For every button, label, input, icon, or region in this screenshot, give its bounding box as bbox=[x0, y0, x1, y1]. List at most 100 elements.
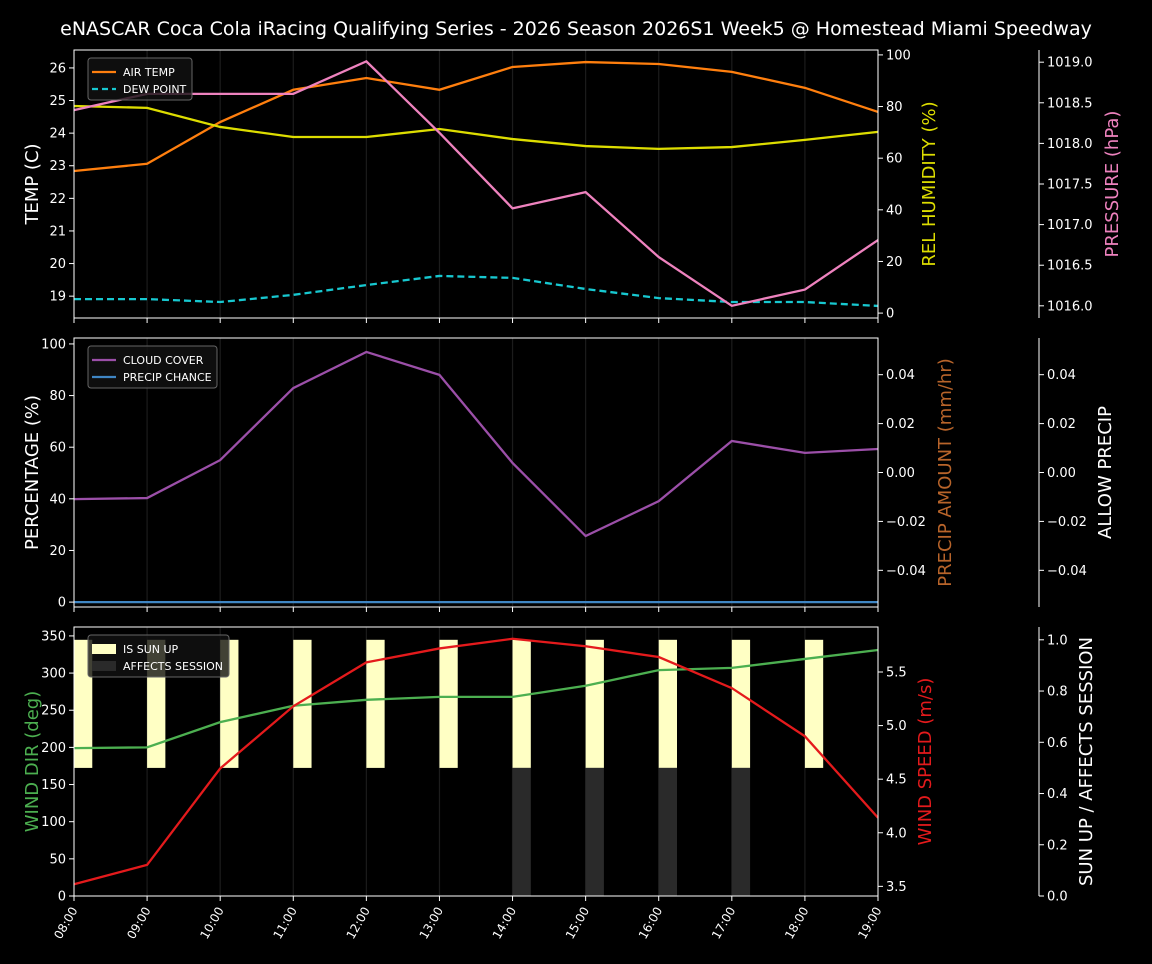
y-tick-label: 100 bbox=[41, 337, 66, 352]
bar-affects-session bbox=[585, 767, 604, 896]
bar-is-sun-up bbox=[512, 639, 531, 768]
y-tick-label: 20 bbox=[49, 544, 66, 559]
axis-label-right2: SUN UP / AFFECTS SESSION bbox=[1076, 637, 1097, 886]
legend-label: IS SUN UP bbox=[123, 643, 179, 656]
y-tick-label: 1019.0 bbox=[1047, 56, 1093, 71]
x-tick-label: 17:00 bbox=[709, 905, 738, 942]
y-tick-label: 3.5 bbox=[886, 880, 907, 895]
y-tick-label: 0.2 bbox=[1047, 838, 1068, 853]
y-tick-label: 20 bbox=[886, 255, 903, 270]
y-tick-label: −0.04 bbox=[886, 564, 926, 579]
y-tick-label: 0.04 bbox=[886, 368, 915, 383]
axis-label-left: WIND DIR (deg) bbox=[22, 691, 43, 833]
y-tick-label: 60 bbox=[886, 152, 903, 167]
y-tick-label: 0.4 bbox=[1047, 787, 1068, 802]
legend-label: AIR TEMP bbox=[123, 66, 175, 79]
bar-affects-session bbox=[512, 767, 531, 896]
plot-frame bbox=[73, 49, 879, 319]
bar-is-sun-up bbox=[658, 639, 677, 768]
legend-label: AFFECTS SESSION bbox=[123, 660, 223, 673]
panel-3: 08:00 09:00 10:00 11:00 12:00 13:00 14:00 15:00… bbox=[22, 626, 1097, 942]
legend-box bbox=[87, 634, 230, 678]
series-line-cloud-cover bbox=[73, 350, 879, 538]
legend: CLOUD COVER PRECIP CHANCE bbox=[87, 345, 218, 389]
y-tick-label: 40 bbox=[886, 203, 903, 218]
y-tick-label: 1016.5 bbox=[1047, 259, 1093, 274]
axis-label-right: WIND SPEED (m/s) bbox=[915, 678, 936, 846]
x-tick-label: 16:00 bbox=[636, 905, 665, 942]
axis-label-left: PERCENTAGE (%) bbox=[22, 395, 43, 550]
x-tick-label: 13:00 bbox=[417, 905, 446, 942]
panel-2: 0 20 40 60 80 100 PERCENTAGE (%) −0.04 −0.02 0.00… bbox=[22, 337, 1116, 612]
y-tick-label: 19 bbox=[49, 290, 66, 305]
y-tick-label: 1016.0 bbox=[1047, 299, 1093, 314]
series-line-left bbox=[73, 648, 879, 750]
bar-is-sun-up bbox=[585, 639, 604, 768]
y-tick-label: 0 bbox=[58, 596, 66, 611]
y-tick-label: 5.5 bbox=[886, 666, 907, 681]
y-tick-label: 26 bbox=[49, 61, 66, 76]
y-tick-label: −0.02 bbox=[1047, 515, 1087, 530]
y-tick-label: 0.02 bbox=[886, 417, 915, 432]
y-tick-label: 23 bbox=[49, 159, 66, 174]
y-tick-label: −0.04 bbox=[1047, 564, 1087, 579]
y-tick-label: 25 bbox=[49, 94, 66, 109]
series-line-right bbox=[73, 104, 879, 151]
axis-label-right2: ALLOW PRECIP bbox=[1095, 406, 1116, 539]
series-line-air-temp bbox=[73, 60, 879, 173]
x-tick-label: 10:00 bbox=[197, 905, 226, 942]
y-tick-label: 0.00 bbox=[1047, 466, 1076, 481]
y-tick-label: 5.0 bbox=[886, 719, 907, 734]
y-tick-label: 4.5 bbox=[886, 773, 907, 788]
legend-swatch bbox=[92, 644, 116, 654]
y-tick-label: 0.8 bbox=[1047, 685, 1068, 700]
series-line-right2 bbox=[73, 60, 879, 308]
y-tick-label: 22 bbox=[49, 192, 66, 207]
chart-title: eNASCAR Coca Cola iRacing Qualifying Ser… bbox=[60, 18, 1092, 40]
x-tick-label: 12:00 bbox=[344, 905, 373, 942]
x-tick-label: 18:00 bbox=[782, 905, 811, 942]
legend-label: PRECIP CHANCE bbox=[123, 371, 212, 384]
y-tick-label: 4.0 bbox=[886, 826, 907, 841]
bar-is-sun-up bbox=[439, 639, 458, 768]
y-tick-label: 0.6 bbox=[1047, 736, 1068, 751]
y-tick-label: 200 bbox=[41, 741, 66, 756]
y-tick-label: −0.02 bbox=[886, 515, 926, 530]
legend: IS SUN UP AFFECTS SESSION bbox=[87, 634, 230, 678]
y-tick-label: 0.00 bbox=[886, 466, 915, 481]
y-tick-label: 60 bbox=[49, 441, 66, 456]
y-tick-label: 1018.0 bbox=[1047, 137, 1093, 152]
x-tick-label: 09:00 bbox=[124, 905, 153, 942]
y-tick-label: 350 bbox=[41, 629, 66, 644]
y-tick-label: 250 bbox=[41, 704, 66, 719]
y-tick-label: 21 bbox=[49, 224, 66, 239]
y-tick-label: 300 bbox=[41, 667, 66, 682]
series-line-dew-point bbox=[74, 274, 879, 308]
bar-is-sun-up bbox=[366, 639, 385, 768]
y-tick-label: 40 bbox=[49, 492, 66, 507]
y-tick-label: 24 bbox=[49, 127, 66, 142]
axis-label-right: REL HUMIDITY (%) bbox=[919, 101, 940, 266]
plot-frame bbox=[73, 626, 879, 897]
bar-is-sun-up bbox=[293, 639, 312, 768]
y-tick-label: 100 bbox=[41, 815, 66, 830]
bar-affects-session bbox=[731, 767, 751, 896]
y-tick-label: 1018.5 bbox=[1047, 96, 1093, 111]
legend-label: CLOUD COVER bbox=[123, 354, 204, 367]
legend-swatch bbox=[92, 661, 116, 671]
x-tick-label: 08:00 bbox=[51, 905, 80, 942]
y-tick-label: 0.02 bbox=[1047, 417, 1076, 432]
x-tick-label: 11:00 bbox=[270, 905, 299, 942]
y-tick-label: 150 bbox=[41, 778, 66, 793]
axis-label-right2: PRESSURE (hPa) bbox=[1102, 111, 1123, 258]
axis-label-left: TEMP (C) bbox=[22, 143, 43, 225]
legend: AIR TEMP DEW POINT bbox=[87, 57, 193, 101]
y-tick-label: 0 bbox=[58, 890, 66, 905]
y-tick-label: 1017.5 bbox=[1047, 178, 1093, 193]
y-tick-label: 0.04 bbox=[1047, 368, 1076, 383]
axis-label-right: PRECIP AMOUNT (mm/hr) bbox=[935, 358, 956, 587]
panel-1: 19 20 21 22 23 24 25 26 TEMP (C) 0 20 40 60 80 100 REL … bbox=[22, 48, 1123, 323]
x-tick-label: 14:00 bbox=[490, 905, 519, 942]
y-tick-label: 0.0 bbox=[1047, 890, 1068, 905]
